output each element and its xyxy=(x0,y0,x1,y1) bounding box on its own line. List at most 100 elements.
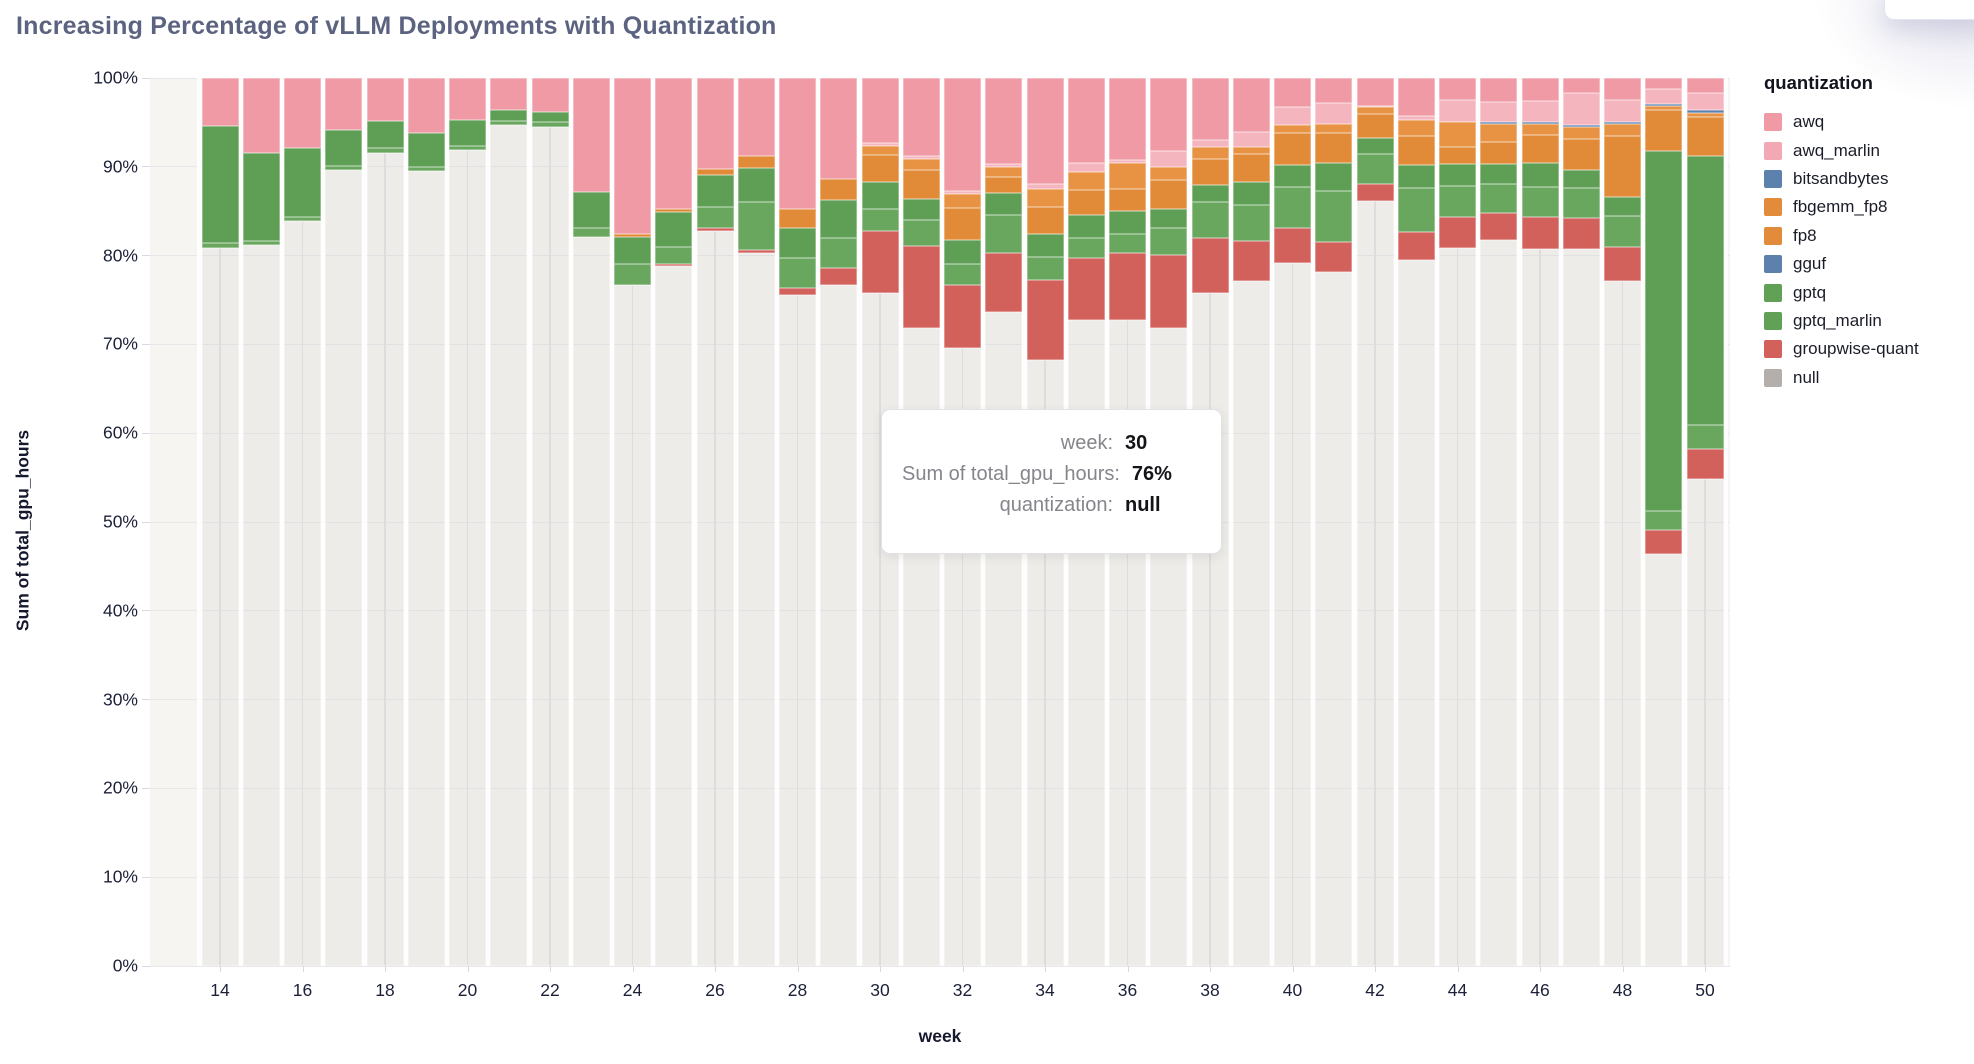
bar-segment-gptq[interactable] xyxy=(1439,164,1476,187)
bar-segment-gptq_marlin[interactable] xyxy=(696,206,734,229)
bar-segment-gptq[interactable] xyxy=(572,191,610,229)
bar-segment-groupwise-quant[interactable] xyxy=(1026,279,1064,360)
bar-column-week-49[interactable] xyxy=(1645,78,1683,966)
bar-segment-gptq[interactable] xyxy=(820,199,858,238)
bar-segment-fbgemm_fp8[interactable] xyxy=(1274,125,1311,134)
bar-segment-fbgemm_fp8[interactable] xyxy=(1191,147,1229,159)
bar-segment-fbgemm_fp8[interactable] xyxy=(1604,124,1641,136)
bar-column-week-42[interactable] xyxy=(1356,78,1394,966)
bar-segment-null[interactable] xyxy=(407,171,445,966)
bar-segment-awq[interactable] xyxy=(985,78,1023,165)
bar-segment-null[interactable] xyxy=(242,244,280,966)
bar-segment-bitsandbytes[interactable] xyxy=(1562,125,1600,127)
bar-segment-gptq[interactable] xyxy=(1604,197,1641,216)
bar-segment-fbgemm_fp8[interactable] xyxy=(1356,107,1394,114)
bar-segment-gptq[interactable] xyxy=(1274,165,1311,188)
bar-segment-awq[interactable] xyxy=(201,78,239,126)
bar-column-week-27[interactable] xyxy=(737,78,775,966)
bar-column-week-29[interactable] xyxy=(820,78,858,966)
bar-segment-null[interactable] xyxy=(490,125,528,966)
legend-item-awq[interactable]: awq xyxy=(1764,108,1964,136)
bar-segment-gptq_marlin[interactable] xyxy=(366,148,404,153)
bar-column-week-19[interactable] xyxy=(407,78,445,966)
bar-segment-awq_marlin[interactable] xyxy=(1439,100,1476,123)
bar-segment-awq_marlin[interactable] xyxy=(985,164,1023,167)
bar-segment-fp8[interactable] xyxy=(820,179,858,200)
bar-segment-gptq[interactable] xyxy=(201,125,239,244)
bar-segment-gptq[interactable] xyxy=(1315,163,1353,191)
bar-segment-fp8[interactable] xyxy=(1232,154,1270,182)
bar-segment-awq_marlin[interactable] xyxy=(1480,102,1518,123)
bar-segment-gptq_marlin[interactable] xyxy=(737,202,775,251)
bar-segment-fbgemm_fp8[interactable] xyxy=(1232,147,1270,155)
bar-segment-gptq_marlin[interactable] xyxy=(490,120,528,126)
bar-segment-null[interactable] xyxy=(696,230,734,966)
legend-item-gguf[interactable]: gguf xyxy=(1764,250,1964,278)
bar-segment-null[interactable] xyxy=(779,294,816,966)
bar-segment-gptq_marlin[interactable] xyxy=(325,165,363,171)
bar-segment-awq[interactable] xyxy=(1604,78,1641,101)
bar-segment-fp8[interactable] xyxy=(902,169,940,199)
bar-segment-gptq_marlin[interactable] xyxy=(1026,257,1064,280)
bar-segment-groupwise-quant[interactable] xyxy=(655,263,693,267)
bar-column-week-50[interactable] xyxy=(1686,78,1724,966)
bar-segment-awq[interactable] xyxy=(902,78,940,157)
bar-segment-bitsandbytes[interactable] xyxy=(1645,103,1683,106)
bar-segment-null[interactable] xyxy=(531,126,569,966)
bar-segment-fbgemm_fp8[interactable] xyxy=(1397,119,1435,136)
bar-segment-fp8[interactable] xyxy=(1274,133,1311,166)
bar-segment-awq[interactable] xyxy=(1686,78,1724,94)
bar-segment-awq[interactable] xyxy=(1521,78,1559,102)
bar-column-week-15[interactable] xyxy=(242,78,280,966)
bar-segment-fp8[interactable] xyxy=(861,155,899,182)
bar-segment-bitsandbytes[interactable] xyxy=(1686,110,1724,113)
bar-segment-null[interactable] xyxy=(1521,248,1559,966)
bar-segment-fp8[interactable] xyxy=(1480,141,1518,165)
bar-segment-gptq_marlin[interactable] xyxy=(985,214,1023,253)
bar-segment-gptq_marlin[interactable] xyxy=(614,264,651,285)
bar-segment-null[interactable] xyxy=(1439,247,1476,966)
bar-segment-awq_marlin[interactable] xyxy=(1315,102,1353,125)
bar-segment-awq[interactable] xyxy=(1109,78,1146,160)
bar-segment-fp8[interactable] xyxy=(779,208,816,229)
bar-column-week-45[interactable] xyxy=(1480,78,1518,966)
legend-item-bitsandbytes[interactable]: bitsandbytes xyxy=(1764,165,1964,193)
bar-segment-gptq[interactable] xyxy=(1562,170,1600,189)
bar-segment-groupwise-quant[interactable] xyxy=(1191,237,1229,293)
bar-segment-awq[interactable] xyxy=(242,78,280,153)
bar-column-week-20[interactable] xyxy=(449,78,486,966)
bar-column-week-30[interactable] xyxy=(861,78,899,966)
bar-segment-awq[interactable] xyxy=(1191,78,1229,141)
bar-segment-null[interactable] xyxy=(1686,478,1724,966)
bar-segment-awq[interactable] xyxy=(655,78,693,210)
bar-segment-gptq_marlin[interactable] xyxy=(1274,187,1311,229)
bar-segment-groupwise-quant[interactable] xyxy=(820,268,858,285)
bar-segment-awq[interactable] xyxy=(572,78,610,192)
bar-segment-groupwise-quant[interactable] xyxy=(861,230,899,293)
legend-item-fp8[interactable]: fp8 xyxy=(1764,222,1964,250)
bar-column-week-21[interactable] xyxy=(490,78,528,966)
bar-segment-fbgemm_fp8[interactable] xyxy=(1439,122,1476,148)
bar-segment-gptq[interactable] xyxy=(366,120,404,149)
bar-segment-gptq[interactable] xyxy=(696,174,734,207)
bar-segment-awq_marlin[interactable] xyxy=(1026,183,1064,190)
bar-segment-awq[interactable] xyxy=(407,78,445,134)
bar-segment-gptq[interactable] xyxy=(284,148,321,217)
bar-column-week-25[interactable] xyxy=(655,78,693,966)
bar-segment-fp8[interactable] xyxy=(1562,139,1600,171)
bar-segment-gptq[interactable] xyxy=(1232,181,1270,205)
bar-segment-fbgemm_fp8[interactable] xyxy=(902,158,940,170)
bar-segment-awq[interactable] xyxy=(1232,78,1270,133)
bar-segment-gptq_marlin[interactable] xyxy=(449,145,486,150)
bar-column-week-38[interactable] xyxy=(1191,78,1229,966)
bar-segment-fp8[interactable] xyxy=(1521,134,1559,164)
bar-segment-gptq_marlin[interactable] xyxy=(201,243,239,248)
bar-segment-groupwise-quant[interactable] xyxy=(902,245,940,329)
bar-segment-gptq[interactable] xyxy=(655,212,693,247)
bar-segment-awq_marlin[interactable] xyxy=(944,190,981,195)
bar-column-week-43[interactable] xyxy=(1397,78,1435,966)
bar-segment-awq_marlin[interactable] xyxy=(1356,106,1394,108)
bar-segment-gptq[interactable] xyxy=(1686,156,1724,426)
bar-column-week-14[interactable] xyxy=(201,78,239,966)
bar-segment-groupwise-quant[interactable] xyxy=(1439,217,1476,248)
